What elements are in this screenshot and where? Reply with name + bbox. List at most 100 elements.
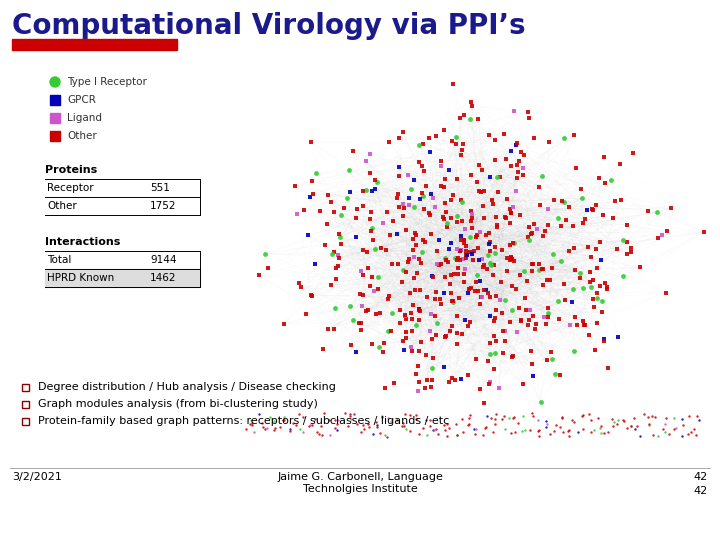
- Point: [458, 235, 469, 244]
- Point: [458, 238, 469, 247]
- Point: [585, 428, 597, 436]
- Point: [386, 260, 397, 268]
- Point: [555, 222, 567, 231]
- Point: [329, 423, 341, 432]
- Point: [261, 424, 273, 433]
- Point: [590, 201, 602, 210]
- Point: [366, 208, 377, 217]
- Point: [343, 410, 355, 418]
- Point: [477, 430, 489, 439]
- Point: [456, 146, 467, 154]
- Point: [334, 233, 346, 241]
- Point: [668, 424, 680, 433]
- Point: [370, 309, 382, 318]
- Point: [517, 427, 528, 435]
- Point: [398, 345, 410, 354]
- Point: [490, 336, 501, 345]
- Point: [325, 281, 337, 289]
- Point: [577, 424, 589, 433]
- Point: [426, 230, 437, 239]
- Point: [463, 285, 474, 293]
- Point: [491, 223, 503, 232]
- Point: [480, 424, 491, 433]
- Point: [489, 136, 500, 145]
- Point: [484, 238, 495, 246]
- Point: [268, 426, 279, 434]
- Point: [526, 228, 538, 237]
- Point: [506, 254, 518, 263]
- Point: [408, 202, 420, 211]
- Point: [431, 132, 442, 141]
- Point: [578, 320, 590, 329]
- Point: [317, 431, 328, 440]
- Point: [451, 245, 463, 253]
- Point: [482, 265, 493, 274]
- Point: [474, 384, 486, 393]
- Point: [572, 321, 583, 329]
- Point: [626, 247, 637, 256]
- Point: [537, 232, 549, 241]
- Point: [245, 416, 256, 424]
- Point: [423, 208, 435, 217]
- Point: [439, 254, 451, 262]
- Point: [413, 430, 424, 438]
- Point: [514, 271, 526, 279]
- Point: [612, 333, 624, 341]
- Point: [546, 264, 558, 272]
- Point: [402, 258, 414, 266]
- Point: [415, 338, 427, 347]
- Point: [668, 414, 680, 423]
- Point: [558, 198, 570, 206]
- Point: [482, 289, 494, 298]
- Point: [506, 353, 518, 361]
- Point: [498, 412, 510, 421]
- Point: [410, 231, 422, 239]
- Point: [523, 316, 535, 325]
- Point: [585, 282, 597, 291]
- Text: Jaime G. Carbonell, Language
Technolgies Institute: Jaime G. Carbonell, Language Technolgies…: [277, 472, 443, 494]
- Point: [398, 204, 410, 213]
- Point: [438, 214, 449, 223]
- Point: [596, 296, 608, 305]
- Point: [587, 206, 598, 214]
- Point: [400, 425, 412, 434]
- Point: [378, 339, 390, 347]
- Point: [347, 315, 359, 324]
- Point: [582, 242, 594, 251]
- Point: [528, 411, 539, 420]
- Point: [297, 428, 309, 436]
- Point: [505, 254, 517, 262]
- Point: [468, 246, 480, 255]
- Point: [428, 353, 439, 362]
- Point: [541, 356, 552, 364]
- Bar: [12, 39, 177, 50]
- Point: [257, 422, 269, 431]
- Point: [585, 416, 596, 425]
- Point: [500, 154, 512, 163]
- Point: [577, 412, 588, 421]
- Point: [358, 201, 369, 210]
- Point: [597, 308, 608, 316]
- Point: [593, 174, 605, 183]
- Point: [467, 255, 478, 264]
- Point: [365, 226, 377, 235]
- Point: [414, 195, 426, 204]
- Point: [420, 181, 432, 190]
- Point: [531, 225, 543, 233]
- Point: [518, 267, 530, 275]
- Text: Other: Other: [47, 201, 77, 211]
- Point: [460, 241, 472, 250]
- Point: [362, 305, 374, 314]
- Point: [382, 327, 394, 336]
- Point: [602, 364, 613, 373]
- Point: [626, 422, 637, 430]
- Point: [399, 410, 410, 418]
- Point: [594, 238, 606, 246]
- Point: [649, 413, 660, 422]
- Point: [397, 200, 408, 208]
- Point: [462, 371, 474, 380]
- Point: [440, 332, 451, 341]
- Point: [425, 309, 436, 318]
- Point: [445, 196, 456, 205]
- Point: [496, 246, 508, 254]
